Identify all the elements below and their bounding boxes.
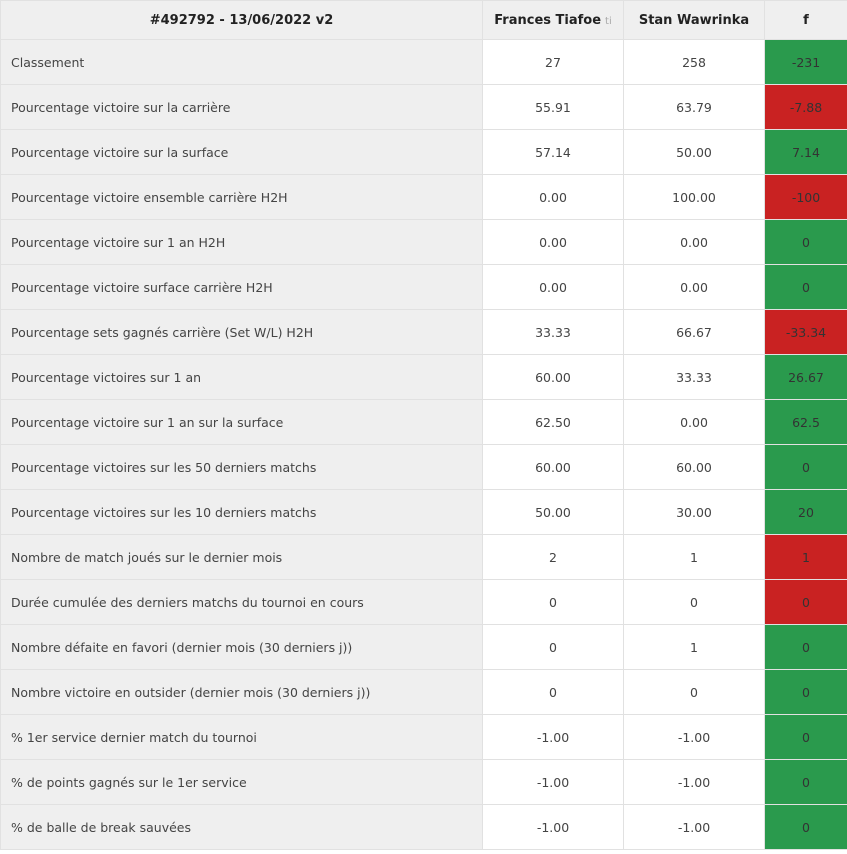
player1-value: 60.00 bbox=[482, 444, 624, 490]
stat-label: Nombre victoire en outsider (dernier moi… bbox=[0, 669, 483, 715]
table-row: Classement 27 258 -231 bbox=[0, 39, 847, 85]
player1-value: 0.00 bbox=[482, 219, 624, 265]
diff-value: 0 bbox=[764, 444, 847, 490]
table-row: Pourcentage victoire sur 1 an sur la sur… bbox=[0, 399, 847, 445]
header-row: #492792 - 13/06/2022 v2 Frances Tiafoe ti… bbox=[0, 0, 847, 40]
stat-label: Pourcentage victoire surface carrière H2… bbox=[0, 264, 483, 310]
player1-value: 0 bbox=[482, 669, 624, 715]
diff-value: 62.5 bbox=[764, 399, 847, 445]
player1-value: 50.00 bbox=[482, 489, 624, 535]
diff-value: 0 bbox=[764, 579, 847, 625]
player1-value: 62.50 bbox=[482, 399, 624, 445]
table-body: Classement 27 258 -231 Pourcentage victoire … bbox=[0, 39, 847, 850]
diff-value: 26.67 bbox=[764, 354, 847, 400]
table-row: Pourcentage victoire sur la carrière 55.9… bbox=[0, 84, 847, 130]
player2-header[interactable]: Stan Wawrinka bbox=[623, 0, 765, 40]
player1-value: 60.00 bbox=[482, 354, 624, 400]
match-id-header: #492792 - 13/06/2022 v2 bbox=[0, 0, 483, 40]
table-row: Pourcentage sets gagnés carrière (Set W/… bbox=[0, 309, 847, 355]
player1-tag: ti bbox=[605, 15, 612, 27]
player2-value: 50.00 bbox=[623, 129, 765, 175]
diff-value: -7.88 bbox=[764, 84, 847, 130]
player1-value: 0.00 bbox=[482, 174, 624, 220]
stat-label: Pourcentage victoire sur 1 an sur la sur… bbox=[0, 399, 483, 445]
table-row: Pourcentage victoire surface carrière H2… bbox=[0, 264, 847, 310]
table-row: Pourcentage victoires sur 1 an 60.00 33.33… bbox=[0, 354, 847, 400]
diff-value: -100 bbox=[764, 174, 847, 220]
player1-value: 27 bbox=[482, 39, 624, 85]
diff-value: 0 bbox=[764, 714, 847, 760]
player2-value: 1 bbox=[623, 624, 765, 670]
stat-label: % de points gagnés sur le 1er service bbox=[0, 759, 483, 805]
table-row: Pourcentage victoire ensemble carrière H… bbox=[0, 174, 847, 220]
table-row: Pourcentage victoire sur la surface 57.14… bbox=[0, 129, 847, 175]
stat-label: Pourcentage victoire ensemble carrière H… bbox=[0, 174, 483, 220]
player2-value: 30.00 bbox=[623, 489, 765, 535]
player1-name: Frances Tiafoe bbox=[494, 12, 602, 28]
player2-value: 60.00 bbox=[623, 444, 765, 490]
diff-value: 0 bbox=[764, 624, 847, 670]
stat-label: Durée cumulée des derniers matchs du tou… bbox=[0, 579, 483, 625]
diff-value: 0 bbox=[764, 264, 847, 310]
player1-value: 2 bbox=[482, 534, 624, 580]
diff-value: -33.34 bbox=[764, 309, 847, 355]
player1-value: -1.00 bbox=[482, 804, 624, 850]
player2-value: -1.00 bbox=[623, 759, 765, 805]
player1-value: 55.91 bbox=[482, 84, 624, 130]
diff-value: 0 bbox=[764, 759, 847, 805]
table-row: Durée cumulée des derniers matchs du tou… bbox=[0, 579, 847, 625]
stat-label: Classement bbox=[0, 39, 483, 85]
player1-header[interactable]: Frances Tiafoe ti bbox=[482, 0, 624, 40]
player2-value: 258 bbox=[623, 39, 765, 85]
player2-value: 0.00 bbox=[623, 264, 765, 310]
stat-label: Pourcentage victoire sur la carrière bbox=[0, 84, 483, 130]
stat-label: % de balle de break sauvées bbox=[0, 804, 483, 850]
table-row: % de points gagnés sur le 1er service -1.… bbox=[0, 759, 847, 805]
stat-label: Nombre de match joués sur le dernier moi… bbox=[0, 534, 483, 580]
table-row: Pourcentage victoire sur 1 an H2H 0.00 0.0… bbox=[0, 219, 847, 265]
stat-label: Pourcentage victoires sur les 10 dernier… bbox=[0, 489, 483, 535]
stat-label: Pourcentage victoires sur les 50 dernier… bbox=[0, 444, 483, 490]
player2-value: 33.33 bbox=[623, 354, 765, 400]
table-row: Pourcentage victoires sur les 10 dernier… bbox=[0, 489, 847, 535]
table-row: Nombre victoire en outsider (dernier moi… bbox=[0, 669, 847, 715]
player1-value: 0 bbox=[482, 579, 624, 625]
player1-value: -1.00 bbox=[482, 714, 624, 760]
stat-label: Pourcentage sets gagnés carrière (Set W/… bbox=[0, 309, 483, 355]
player2-value: 0 bbox=[623, 669, 765, 715]
player2-value: 1 bbox=[623, 534, 765, 580]
player1-value: 0.00 bbox=[482, 264, 624, 310]
diff-header: f bbox=[764, 0, 847, 40]
player2-value: 66.67 bbox=[623, 309, 765, 355]
player1-value: -1.00 bbox=[482, 759, 624, 805]
table-row: % de balle de break sauvées -1.00 -1.00 0 bbox=[0, 804, 847, 850]
diff-value: 0 bbox=[764, 804, 847, 850]
table-row: % 1er service dernier match du tournoi -1… bbox=[0, 714, 847, 760]
player2-value: 0.00 bbox=[623, 399, 765, 445]
diff-value: 0 bbox=[764, 669, 847, 715]
player2-value: 63.79 bbox=[623, 84, 765, 130]
diff-value: 7.14 bbox=[764, 129, 847, 175]
table-row: Nombre défaite en favori (dernier mois (… bbox=[0, 624, 847, 670]
diff-value: 20 bbox=[764, 489, 847, 535]
stat-label: Nombre défaite en favori (dernier mois (… bbox=[0, 624, 483, 670]
player2-value: 0.00 bbox=[623, 219, 765, 265]
table-row: Nombre de match joués sur le dernier moi… bbox=[0, 534, 847, 580]
stat-label: Pourcentage victoire sur la surface bbox=[0, 129, 483, 175]
stat-label: Pourcentage victoires sur 1 an bbox=[0, 354, 483, 400]
diff-value: 1 bbox=[764, 534, 847, 580]
player2-value: 0 bbox=[623, 579, 765, 625]
stat-label: Pourcentage victoire sur 1 an H2H bbox=[0, 219, 483, 265]
player2-value: -1.00 bbox=[623, 804, 765, 850]
player1-value: 57.14 bbox=[482, 129, 624, 175]
diff-value: -231 bbox=[764, 39, 847, 85]
player2-value: 100.00 bbox=[623, 174, 765, 220]
player1-value: 33.33 bbox=[482, 309, 624, 355]
stat-label: % 1er service dernier match du tournoi bbox=[0, 714, 483, 760]
player2-value: -1.00 bbox=[623, 714, 765, 760]
diff-value: 0 bbox=[764, 219, 847, 265]
player1-value: 0 bbox=[482, 624, 624, 670]
table-row: Pourcentage victoires sur les 50 dernier… bbox=[0, 444, 847, 490]
